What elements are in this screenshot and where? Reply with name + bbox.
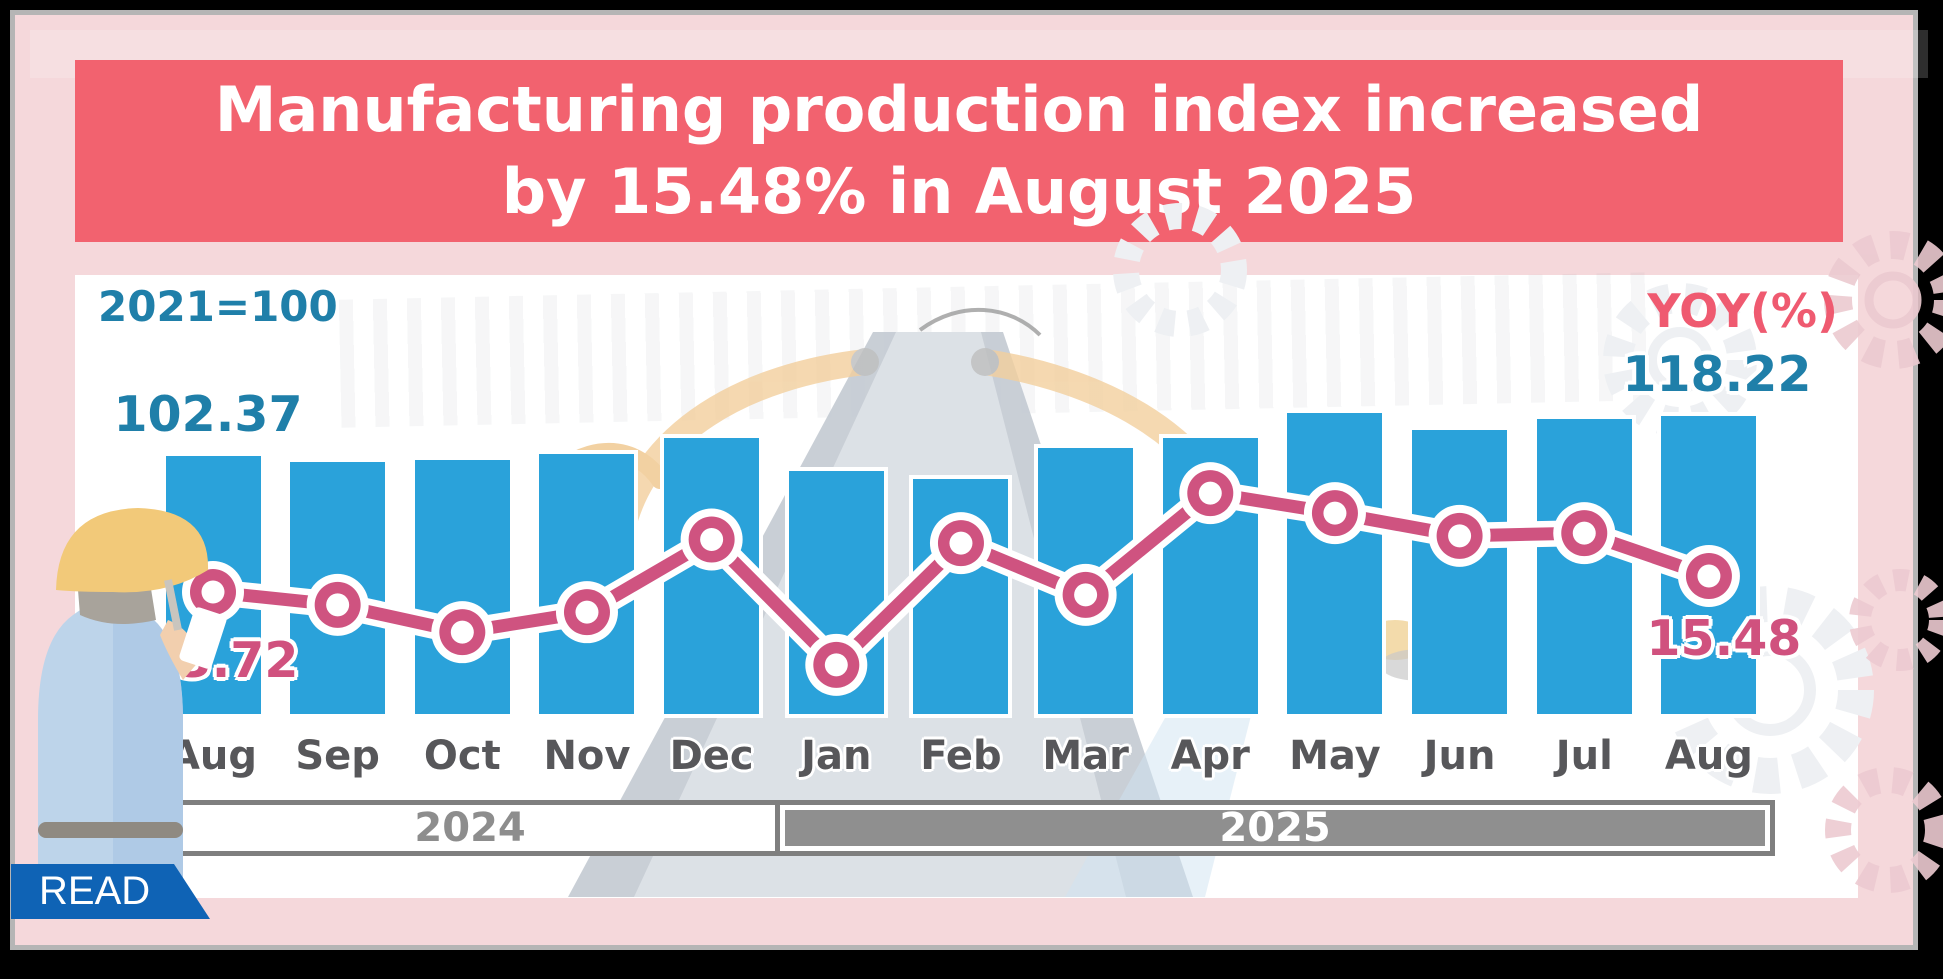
- title-banner: Manufacturing production index increased…: [75, 60, 1843, 242]
- bar-jul-11: [1536, 418, 1632, 714]
- year-label-2025: 2025: [1219, 805, 1331, 851]
- year-band: 2024 2025: [160, 800, 1775, 856]
- factory-window-blinds: [338, 272, 1652, 428]
- index-callout-aug-2024: 102.37: [113, 385, 303, 443]
- bar-apr-8: [1162, 437, 1258, 714]
- yoy-callout-aug-2024: 13.72: [143, 632, 299, 689]
- x-label-jul-11: Jul: [1555, 733, 1613, 779]
- x-label-sep-1: Sep: [295, 733, 380, 779]
- yoy-callout-aug-2025: 15.48: [1646, 610, 1802, 667]
- year-cell-2024: 2024: [165, 805, 776, 851]
- bar-feb-6: [913, 478, 1009, 714]
- bar-sep-1: [290, 461, 386, 714]
- right-axis-note: YOY(%): [1647, 284, 1838, 338]
- read-button-label: READ: [39, 869, 151, 913]
- bar-may-9: [1287, 412, 1383, 714]
- bar-mar-7: [1038, 447, 1134, 714]
- left-axis-note: 2021=100: [98, 282, 338, 331]
- x-label-jun-10: Jun: [1423, 733, 1496, 779]
- x-label-dec-4: Dec: [669, 733, 754, 779]
- bar-oct-2: [414, 459, 510, 714]
- bar-aug-12: [1661, 415, 1757, 714]
- year-label-2024: 2024: [414, 805, 526, 851]
- bar-dec-4: [664, 437, 760, 714]
- x-label-apr-8: Apr: [1170, 733, 1250, 779]
- title-line-2: by 15.48% in August 2025: [501, 155, 1417, 228]
- x-label-jan-5: Jan: [801, 733, 872, 779]
- x-label-aug-0: Aug: [168, 733, 258, 779]
- bar-nov-3: [539, 453, 635, 714]
- title-line-1: Manufacturing production index increased: [214, 73, 1704, 146]
- year-cell-2025: 2025: [775, 805, 1770, 851]
- x-label-nov-3: Nov: [543, 733, 631, 779]
- bar-jun-10: [1412, 429, 1508, 714]
- x-label-oct-2: Oct: [423, 733, 501, 779]
- x-label-feb-6: Feb: [920, 733, 1002, 779]
- x-label-aug-12: Aug: [1664, 733, 1753, 779]
- bar-jan-5: [788, 470, 884, 714]
- index-callout-aug-2025: 118.22: [1622, 345, 1812, 403]
- x-label-may-9: May: [1289, 733, 1381, 779]
- x-label-mar-7: Mar: [1042, 733, 1129, 779]
